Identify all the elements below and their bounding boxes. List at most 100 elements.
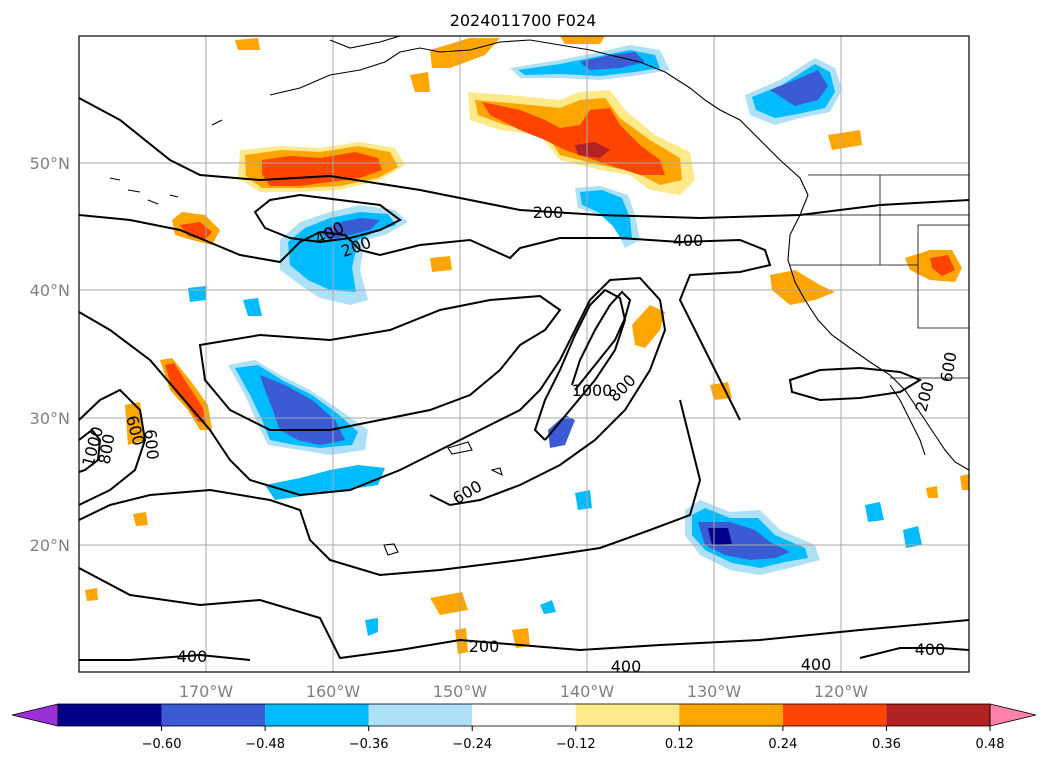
negative-anomaly-region bbox=[188, 286, 206, 302]
contour-600-south bbox=[79, 399, 702, 577]
positive-anomaly-region bbox=[430, 592, 468, 615]
political-borders bbox=[790, 174, 969, 379]
colorbar-tick-label: −0.36 bbox=[349, 737, 389, 752]
alaska-coastline bbox=[269, 39, 809, 196]
positive-anomaly-region bbox=[926, 486, 938, 498]
y-tick-label: 20°N bbox=[30, 536, 70, 555]
positive-anomaly-region bbox=[410, 72, 430, 92]
contour-label: 400 bbox=[801, 655, 832, 674]
colorbar: −0.60 −0.48 −0.36 −0.24 −0.12 0.12 0.24 0.36 0.4… bbox=[11, 703, 1037, 752]
positive-anomaly-region bbox=[235, 38, 260, 50]
positive-anomaly-region bbox=[560, 36, 605, 44]
contour-800-east bbox=[533, 288, 627, 441]
north-america-west-coast bbox=[787, 194, 969, 471]
baja-coast bbox=[889, 384, 926, 456]
contour-600-west bbox=[79, 276, 667, 507]
colorbar-tick-label: −0.24 bbox=[452, 737, 492, 752]
hawaii-islands bbox=[383, 441, 503, 556]
positive-anomaly-region bbox=[165, 363, 205, 422]
contour-label: 600 bbox=[141, 428, 163, 460]
y-tick-label: 40°N bbox=[30, 281, 70, 300]
coastlines bbox=[109, 36, 969, 556]
state-border bbox=[790, 175, 969, 329]
contour-200-south bbox=[79, 653, 251, 661]
positive-anomaly-region bbox=[632, 305, 665, 348]
negative-anomaly-region bbox=[540, 600, 556, 614]
grid-lines bbox=[79, 36, 969, 672]
negative-anomaly-region bbox=[865, 502, 884, 522]
negative-anomaly-region bbox=[575, 490, 592, 510]
positive-anomaly-region bbox=[960, 474, 969, 490]
contour-label: 200 bbox=[469, 637, 500, 656]
contour-800-west bbox=[79, 388, 147, 506]
x-tick-label: 170°W bbox=[179, 682, 234, 701]
x-tick-label: 130°W bbox=[687, 682, 742, 701]
map-background bbox=[79, 36, 969, 672]
colorbar-segment bbox=[58, 704, 162, 726]
colorbar-tick-label: −0.60 bbox=[142, 737, 182, 752]
negative-anomaly-region bbox=[243, 298, 262, 316]
negative-anomaly-region bbox=[260, 375, 345, 445]
colorbar-tick-label: 0.36 bbox=[872, 737, 901, 752]
contour-label: 400 bbox=[177, 647, 208, 666]
positive-anomaly-region bbox=[828, 130, 862, 150]
contour-200-north bbox=[79, 97, 969, 220]
contour-inner-loop bbox=[198, 294, 562, 431]
positive-anomaly-region bbox=[430, 38, 500, 68]
negative-anomaly-region bbox=[580, 52, 645, 70]
colorbar-tick-label: −0.48 bbox=[245, 737, 285, 752]
negative-anomaly-region bbox=[903, 526, 922, 548]
negative-anomaly-region bbox=[770, 70, 828, 106]
contour-label: 1000 bbox=[572, 381, 613, 400]
contour-label: 200 bbox=[533, 203, 564, 222]
x-tick-label: 150°W bbox=[433, 682, 488, 701]
colorbar-segment bbox=[368, 704, 473, 726]
positive-anomaly-region bbox=[710, 382, 732, 400]
colorbar-tick-label: −0.12 bbox=[556, 737, 596, 752]
positive-anomaly-region bbox=[482, 102, 665, 175]
negative-anomaly-region bbox=[365, 618, 378, 636]
y-tick-labels: 20°N 30°N 40°N 50°N bbox=[30, 154, 70, 555]
chart-title: 2024011700 F024 bbox=[450, 11, 597, 30]
colorbar-segment bbox=[265, 704, 369, 726]
contour-baja-loop bbox=[788, 366, 923, 402]
x-tick-label: 140°W bbox=[560, 682, 615, 701]
y-tick-label: 50°N bbox=[30, 154, 70, 173]
x-tick-label: 120°W bbox=[814, 682, 869, 701]
map-frame bbox=[78, 35, 970, 673]
aleutian-islands bbox=[109, 119, 223, 205]
colorbar-extend-max bbox=[989, 703, 1037, 727]
contour-400-south bbox=[79, 567, 969, 660]
colorbar-tick-label: 0.12 bbox=[665, 737, 694, 752]
height-contours bbox=[79, 97, 969, 661]
colorbar-segment bbox=[575, 704, 680, 726]
positive-anomaly-region bbox=[133, 512, 148, 526]
y-tick-label: 30°N bbox=[30, 409, 70, 428]
contour-label: 400 bbox=[611, 657, 642, 676]
positive-anomaly-region bbox=[180, 222, 212, 240]
positive-anomaly-region bbox=[512, 628, 530, 648]
contour-400-north bbox=[79, 214, 772, 421]
colorbar-extend-min bbox=[11, 703, 59, 727]
positive-anomaly-core bbox=[575, 142, 610, 158]
x-tick-labels: 170°W 160°W 150°W 140°W 130°W 120°W bbox=[179, 682, 869, 701]
alaska-inland-coast bbox=[329, 36, 401, 49]
positive-anomaly-region bbox=[85, 588, 98, 601]
positive-anomaly-region bbox=[430, 256, 452, 272]
contour-1000-west bbox=[79, 428, 102, 473]
colorbar-outline bbox=[57, 703, 991, 727]
colorbar-segment bbox=[472, 704, 576, 726]
colorbar-tick-label: 0.48 bbox=[976, 737, 1005, 752]
colorbar-segment bbox=[161, 704, 266, 726]
negative-anomaly-core bbox=[708, 528, 732, 545]
colorbar-segment bbox=[886, 704, 990, 726]
contour-400-east-south bbox=[859, 647, 969, 659]
contour-200-loop bbox=[253, 193, 402, 244]
positive-anomaly-region bbox=[770, 270, 835, 305]
colorbar-segment bbox=[782, 704, 887, 726]
negative-anomaly-region bbox=[265, 465, 385, 500]
x-tick-label: 160°W bbox=[306, 682, 361, 701]
contour-1000-east bbox=[571, 290, 632, 391]
map-panel: 200 200 400 400 200 400 600 800 1000 100… bbox=[78, 35, 970, 676]
